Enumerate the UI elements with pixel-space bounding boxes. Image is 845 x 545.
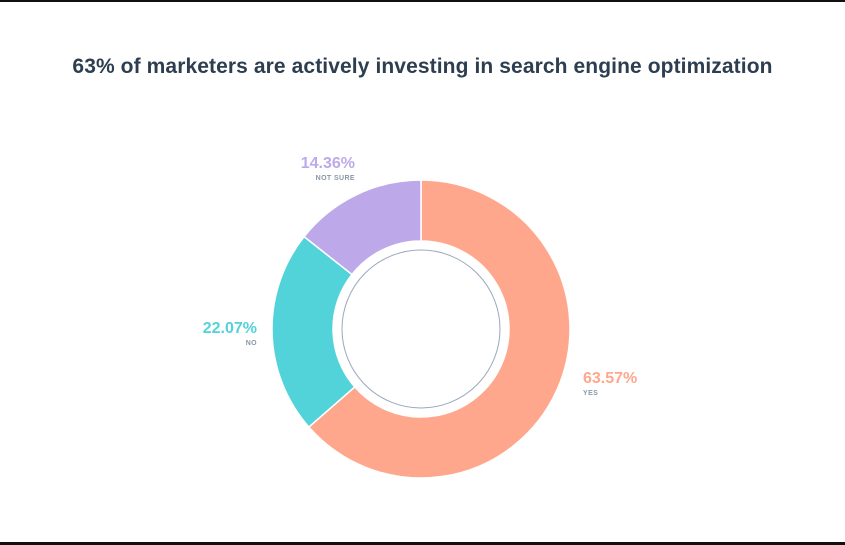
label-pct-yes: 63.57% — [583, 370, 637, 387]
label-cat-no: NO — [246, 340, 257, 347]
label-cat-not-sure: NOT SURE — [316, 175, 355, 182]
donut-labels: 63.57% YES 22.07% NO 14.36% NOT SURE — [203, 155, 638, 397]
slice-yes — [307, 179, 571, 479]
bottom-border — [0, 542, 845, 545]
label-pct-no: 22.07% — [203, 320, 257, 337]
top-border — [0, 0, 845, 2]
donut-slices — [271, 179, 571, 479]
chart-title: 63% of marketers are actively investing … — [72, 55, 773, 78]
slice-not-sure — [303, 179, 422, 276]
inner-ring — [341, 249, 501, 409]
label-cat-yes: YES — [583, 390, 598, 397]
slice-no — [271, 235, 356, 429]
label-pct-not-sure: 14.36% — [301, 155, 355, 172]
